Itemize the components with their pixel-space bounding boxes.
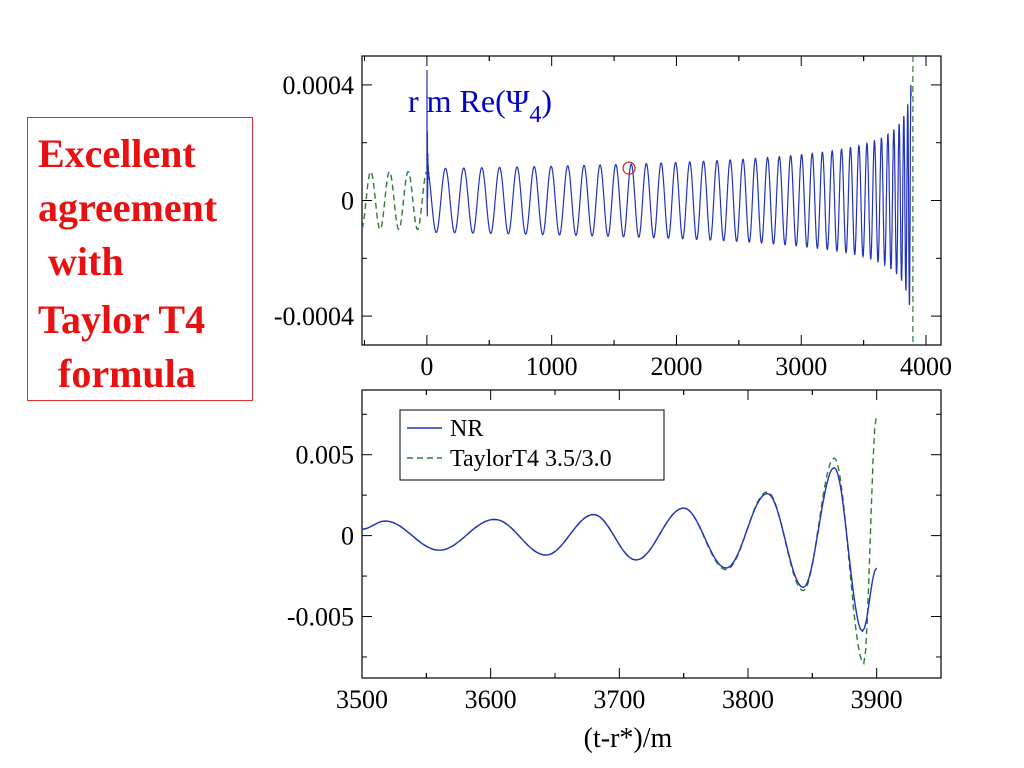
x-tick-label: 3500	[336, 685, 388, 714]
y-tick-label: 0	[341, 522, 354, 551]
x-tick-label: 3600	[465, 685, 517, 714]
plot-area	[362, 56, 914, 345]
y-tick-label: -0.005	[287, 603, 354, 632]
chart-panel-1: 0 1000 2000 3000 4000 -0.0004 0 0.0004 r m Re(Ψ4…	[274, 55, 952, 381]
legend-label: NR	[450, 416, 483, 442]
y-tick-label: -0.0004	[274, 302, 354, 331]
x-axis-title: (t-r*)/m	[584, 723, 673, 754]
callout-line-2: agreement	[38, 185, 218, 230]
plot-frame	[361, 389, 942, 679]
callout-line-5: formula	[38, 351, 196, 396]
highlight-circle-marker	[622, 161, 636, 175]
x-tick-label: 3000	[775, 352, 827, 381]
legend-label: TaylorT4 3.5/3.0	[450, 446, 612, 472]
chart-panel-2: 3500 3600 3700 3800 3900 -0.005 0 0.005 NR Taylor…	[287, 389, 942, 754]
callout-line-1: Excellent	[38, 131, 196, 176]
x-tick-label: 0	[420, 352, 433, 381]
legend: NR TaylorT4 3.5/3.0	[399, 409, 665, 481]
y-tick-label: 0.005	[296, 441, 355, 470]
x-tick-label: 2000	[650, 352, 702, 381]
x-tick-label: 3800	[722, 685, 774, 714]
y-tick-label: 0.0004	[283, 71, 355, 100]
legend-box	[399, 409, 665, 481]
series-nr-line	[426, 70, 912, 306]
series-taylor-line	[362, 170, 428, 231]
plot-area	[362, 414, 878, 665]
x-tick-label: 4000	[900, 352, 952, 381]
callout-line-3: with	[38, 239, 124, 284]
panel-annotation: r m Re(Ψ4)	[408, 83, 552, 128]
x-tick-label: 1000	[526, 352, 578, 381]
x-tick-label: 3700	[593, 685, 645, 714]
callout-box: Excellent agreement with Taylor T4 formu…	[27, 117, 253, 401]
y-tick-label: 0	[341, 187, 354, 216]
series-nr-line	[362, 466, 878, 633]
callout-line-4: Taylor T4	[38, 297, 206, 342]
x-tick-label: 3900	[851, 685, 903, 714]
